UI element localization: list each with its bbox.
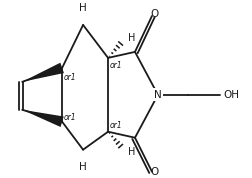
Polygon shape [22,110,64,127]
Text: or1: or1 [110,61,123,70]
Text: H: H [79,3,87,13]
Text: H: H [79,162,87,172]
Polygon shape [22,63,64,82]
Text: H: H [128,33,135,43]
Text: or1: or1 [64,73,77,82]
Text: OH: OH [224,90,240,100]
Text: or1: or1 [64,113,77,122]
Text: H: H [128,147,135,157]
Text: N: N [154,90,162,100]
Text: O: O [151,167,159,177]
Text: O: O [151,9,159,19]
Text: or1: or1 [110,121,123,130]
